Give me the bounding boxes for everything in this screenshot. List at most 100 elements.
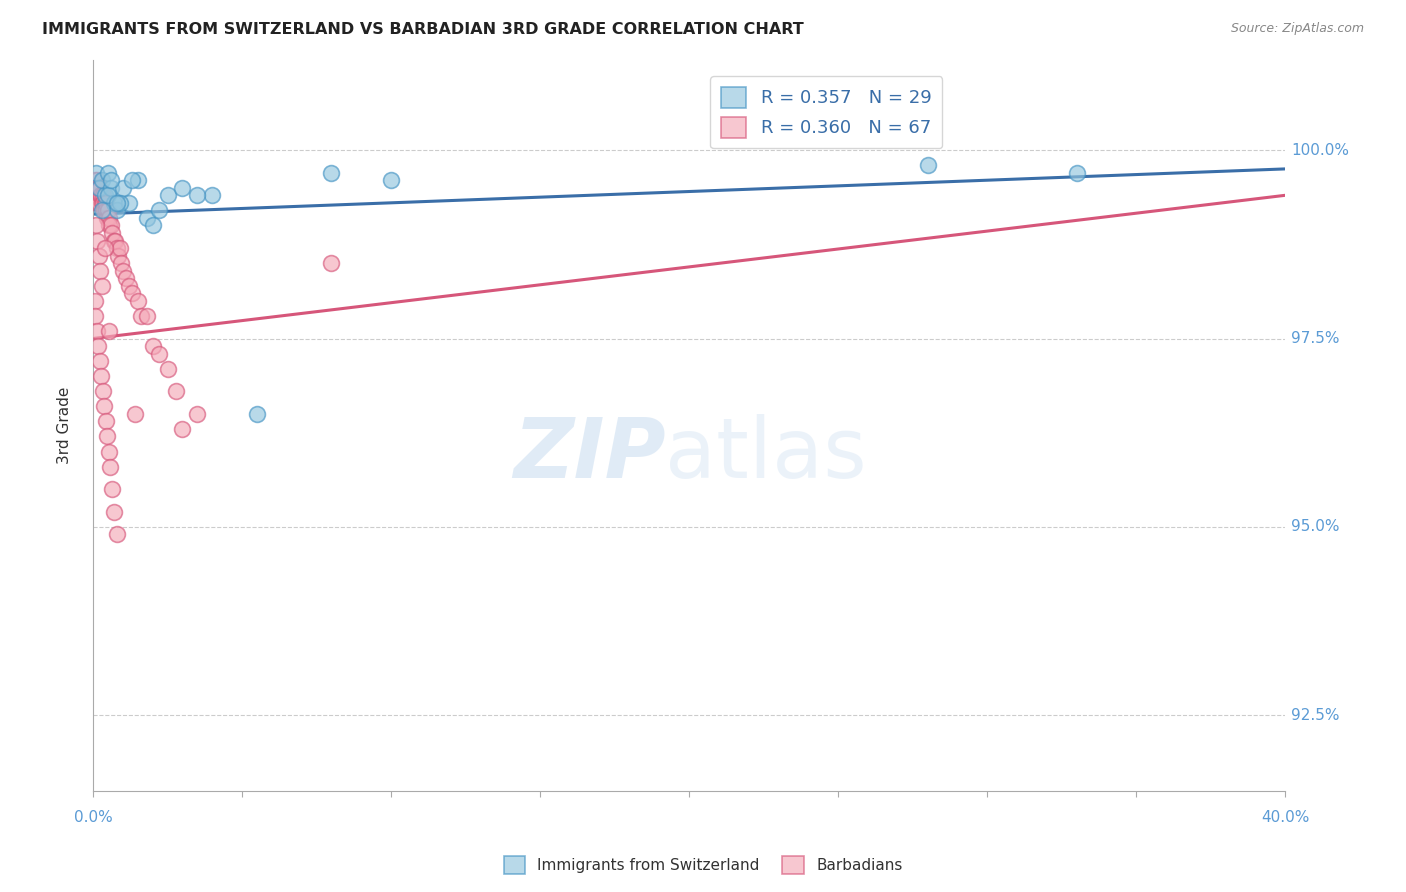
Point bbox=[91, 195, 114, 210]
Point bbox=[127, 173, 149, 187]
Y-axis label: 3rd Grade: 3rd Grade bbox=[58, 386, 72, 464]
Text: 0.0%: 0.0% bbox=[73, 810, 112, 824]
Point bbox=[97, 166, 120, 180]
Point bbox=[87, 180, 110, 194]
Point bbox=[98, 324, 121, 338]
Point bbox=[100, 219, 122, 233]
Point bbox=[89, 354, 111, 368]
Point bbox=[94, 195, 117, 210]
Point bbox=[118, 278, 141, 293]
Point bbox=[93, 400, 115, 414]
Text: 92.5%: 92.5% bbox=[1291, 708, 1340, 723]
Point bbox=[103, 234, 125, 248]
Point bbox=[129, 309, 152, 323]
Point bbox=[105, 195, 128, 210]
Point bbox=[97, 188, 120, 202]
Point bbox=[86, 195, 108, 210]
Point bbox=[87, 249, 110, 263]
Point bbox=[135, 211, 157, 225]
Point bbox=[93, 203, 115, 218]
Text: 40.0%: 40.0% bbox=[1261, 810, 1309, 824]
Point bbox=[321, 166, 343, 180]
Point bbox=[90, 369, 112, 384]
Point bbox=[84, 219, 107, 233]
Point bbox=[156, 188, 179, 202]
Point bbox=[86, 324, 108, 338]
Point bbox=[94, 195, 117, 210]
Point bbox=[91, 203, 114, 218]
Point bbox=[121, 173, 143, 187]
Point bbox=[114, 271, 136, 285]
Point bbox=[380, 173, 402, 187]
Point bbox=[148, 203, 170, 218]
Point bbox=[1066, 166, 1088, 180]
Point bbox=[186, 407, 208, 421]
Point bbox=[917, 158, 939, 172]
Point bbox=[186, 188, 208, 202]
Point bbox=[86, 234, 108, 248]
Point bbox=[83, 293, 105, 308]
Point bbox=[321, 256, 343, 270]
Point bbox=[111, 263, 134, 277]
Point bbox=[142, 219, 165, 233]
Point bbox=[104, 234, 127, 248]
Point bbox=[110, 256, 132, 270]
Point bbox=[91, 278, 114, 293]
Point bbox=[96, 429, 118, 443]
Point bbox=[107, 249, 129, 263]
Point bbox=[89, 263, 111, 277]
Point bbox=[94, 414, 117, 428]
Point bbox=[84, 180, 107, 194]
Point bbox=[87, 195, 110, 210]
Point bbox=[87, 339, 110, 353]
Point bbox=[156, 361, 179, 376]
Point bbox=[103, 195, 125, 210]
Point bbox=[108, 241, 131, 255]
Point bbox=[166, 384, 188, 399]
Point bbox=[201, 188, 224, 202]
Point bbox=[97, 211, 120, 225]
Point bbox=[105, 241, 128, 255]
Point bbox=[121, 286, 143, 301]
Point bbox=[91, 384, 114, 399]
Point bbox=[89, 180, 111, 194]
Point bbox=[91, 188, 114, 202]
Point bbox=[98, 459, 121, 474]
Point bbox=[111, 180, 134, 194]
Point bbox=[127, 293, 149, 308]
Point bbox=[135, 309, 157, 323]
Text: atlas: atlas bbox=[665, 414, 868, 495]
Legend: Immigrants from Switzerland, Barbadians: Immigrants from Switzerland, Barbadians bbox=[498, 850, 908, 880]
Point bbox=[96, 203, 118, 218]
Point bbox=[103, 505, 125, 519]
Text: 97.5%: 97.5% bbox=[1291, 331, 1340, 346]
Point bbox=[124, 407, 146, 421]
Point bbox=[172, 422, 194, 436]
Point bbox=[118, 195, 141, 210]
Point bbox=[87, 180, 110, 194]
Point bbox=[172, 180, 194, 194]
Point bbox=[90, 188, 112, 202]
Point bbox=[101, 482, 124, 496]
Point bbox=[86, 188, 108, 202]
Point bbox=[97, 444, 120, 458]
Point bbox=[94, 188, 117, 202]
Point bbox=[97, 203, 120, 218]
Point bbox=[101, 226, 124, 240]
Point bbox=[148, 346, 170, 360]
Text: ZIP: ZIP bbox=[513, 414, 665, 495]
Point bbox=[246, 407, 269, 421]
Point bbox=[96, 211, 118, 225]
Point bbox=[89, 188, 111, 202]
Point bbox=[94, 241, 117, 255]
Point bbox=[108, 195, 131, 210]
Text: Source: ZipAtlas.com: Source: ZipAtlas.com bbox=[1230, 22, 1364, 36]
Point bbox=[107, 527, 129, 541]
Point bbox=[142, 339, 165, 353]
Point bbox=[91, 173, 114, 187]
Point bbox=[84, 180, 107, 194]
Point bbox=[83, 173, 105, 187]
Point bbox=[100, 180, 122, 194]
Point bbox=[84, 309, 107, 323]
Point bbox=[93, 195, 115, 210]
